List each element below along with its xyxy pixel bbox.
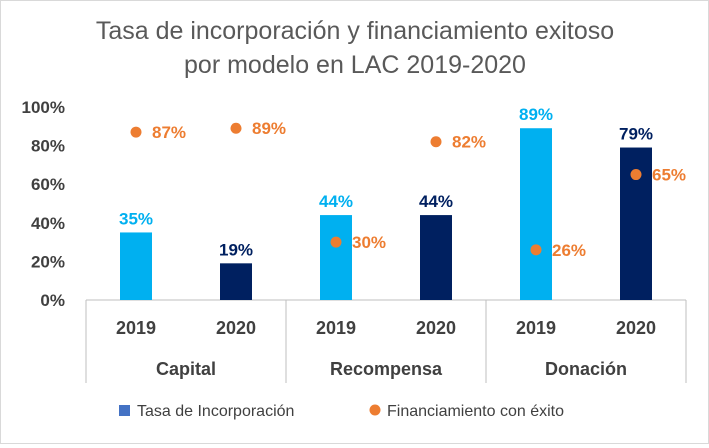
marker-point (630, 169, 642, 181)
y-tick-label: 0% (40, 291, 65, 310)
marker-point (230, 122, 242, 134)
legend: Tasa de Incorporación Financiamiento con… (119, 403, 564, 420)
bar (520, 128, 552, 300)
bar (420, 215, 452, 300)
bar-data-label: 44% (319, 192, 353, 211)
marker-data-label: 82% (452, 133, 486, 152)
chart-title-line-2: por modelo en LAC 2019-2020 (184, 51, 526, 79)
x-tick-year: 2020 (616, 318, 656, 338)
marker-data-label: 87% (152, 123, 186, 142)
bar (120, 232, 152, 300)
marker-series: 87% 89% 30% 82% 26% 65% (130, 119, 686, 260)
y-tick-label: 20% (31, 252, 65, 271)
y-tick-label: 80% (31, 137, 65, 156)
bar-series: 35% 19% 44% 44% 89% 79% (119, 105, 653, 300)
marker-data-label: 30% (352, 233, 386, 252)
x-group-label: Donación (545, 359, 627, 379)
chart-title-line-1: Tasa de incorporación y financiamiento e… (96, 17, 614, 45)
y-tick-label: 100% (22, 98, 65, 117)
axes: 0% 20% 40% 60% 80% 100% 2019 2020 2019 2020 2019 20… (22, 98, 687, 383)
bar-data-label: 19% (219, 240, 253, 259)
x-group-label: Capital (156, 359, 216, 379)
bar-data-label: 44% (419, 192, 453, 211)
marker-point (530, 244, 542, 256)
marker-point (430, 136, 442, 148)
bar-data-label: 89% (519, 105, 553, 124)
legend-label-incorporacion: Tasa de Incorporación (137, 403, 294, 420)
legend-label-financiamiento: Financiamiento con éxito (387, 403, 564, 420)
marker-data-label: 65% (652, 166, 686, 185)
legend-swatch-incorporacion (119, 405, 130, 416)
x-tick-year: 2019 (116, 318, 156, 338)
x-tick-year: 2020 (216, 318, 256, 338)
legend-swatch-financiamiento (369, 404, 381, 416)
y-tick-label: 40% (31, 214, 65, 233)
marker-point (130, 126, 142, 138)
bar (320, 215, 352, 300)
bar-data-label: 79% (619, 125, 653, 144)
bar-data-label: 35% (119, 209, 153, 228)
marker-point (330, 236, 342, 248)
bar (220, 263, 252, 300)
x-tick-year: 2020 (416, 318, 456, 338)
y-tick-label: 60% (31, 175, 65, 194)
x-group-label: Recompensa (330, 359, 443, 379)
x-tick-year: 2019 (516, 318, 556, 338)
x-tick-year: 2019 (316, 318, 356, 338)
marker-data-label: 89% (252, 119, 286, 138)
marker-data-label: 26% (552, 241, 586, 260)
